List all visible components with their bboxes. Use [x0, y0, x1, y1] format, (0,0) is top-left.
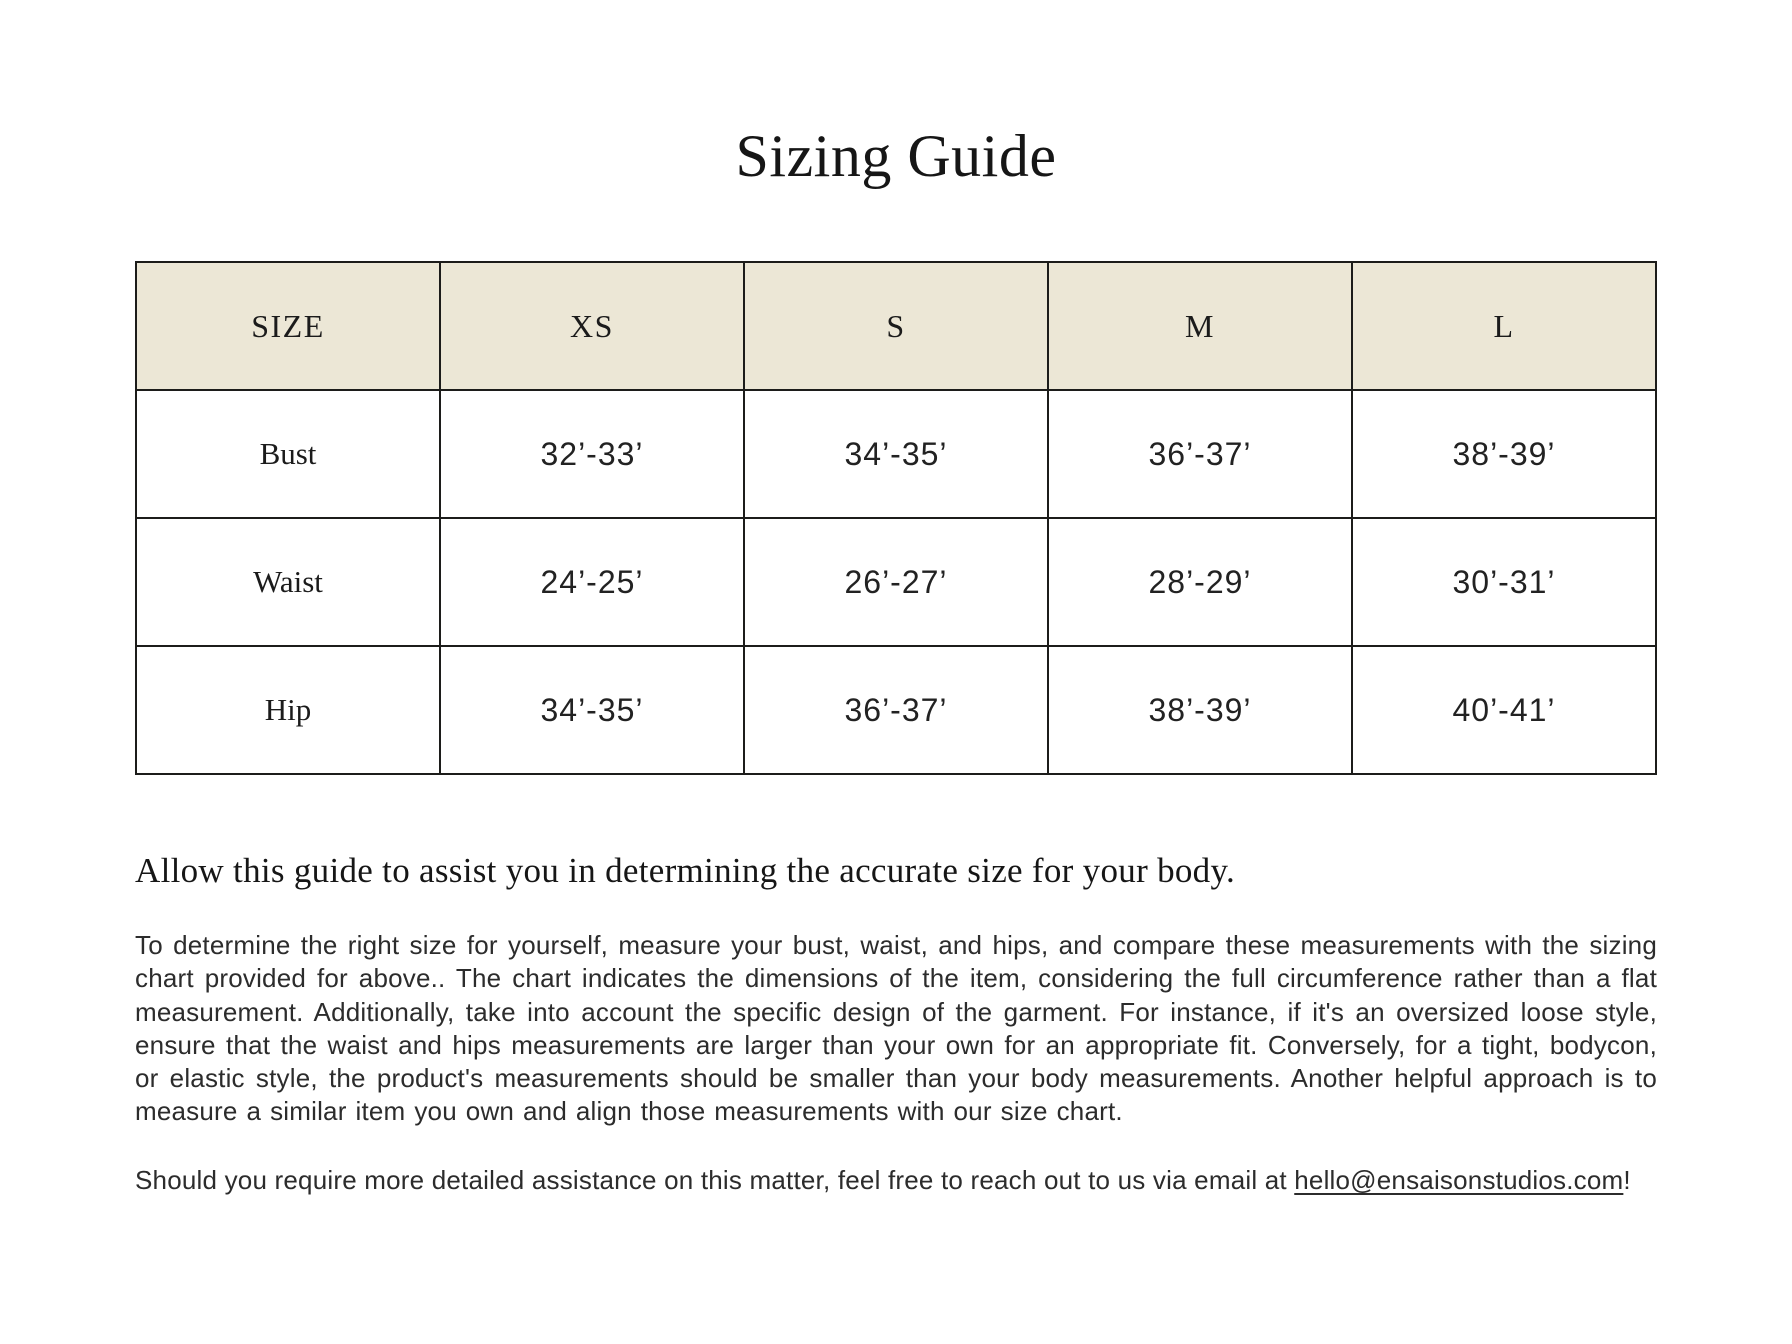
header-cell-m: M — [1047, 261, 1353, 391]
hip-m-value: 38’-39’ — [1047, 645, 1353, 775]
row-label-bust: Bust — [135, 389, 441, 519]
header-cell-size: SIZE — [135, 261, 441, 391]
table-header-row: SIZE XS S M L — [135, 261, 1657, 391]
hip-s-value: 36’-37’ — [743, 645, 1049, 775]
bust-l-value: 38’-39’ — [1351, 389, 1657, 519]
header-cell-s: S — [743, 261, 1049, 391]
sizing-table-body: Bust 32’-33’ 34’-35’ 36’-37’ 38’-39’ Wai… — [135, 389, 1657, 775]
sizing-table-header: SIZE XS S M L — [135, 261, 1657, 391]
sizing-table: SIZE XS S M L Bust 32’-33’ 34’-35’ 36’-3… — [135, 261, 1657, 775]
bust-s-value: 34’-35’ — [743, 389, 1049, 519]
contact-email-link[interactable]: hello@ensaisonstudios.com — [1294, 1164, 1624, 1195]
hip-l-value: 40’-41’ — [1351, 645, 1657, 775]
table-row-bust: Bust 32’-33’ 34’-35’ 36’-37’ 38’-39’ — [135, 389, 1657, 519]
contact-note-suffix: ! — [1623, 1164, 1631, 1195]
waist-l-value: 30’-31’ — [1351, 517, 1657, 647]
waist-s-value: 26’-27’ — [743, 517, 1049, 647]
hip-xs-value: 34’-35’ — [439, 645, 745, 775]
row-label-waist: Waist — [135, 517, 441, 647]
waist-xs-value: 24’-25’ — [439, 517, 745, 647]
guide-subtitle: Allow this guide to assist you in determ… — [135, 851, 1236, 890]
bust-xs-value: 32’-33’ — [439, 389, 745, 519]
sizing-instructions-paragraph: To determine the right size for yourself… — [135, 930, 1657, 1127]
page-title: Sizing Guide — [735, 123, 1057, 189]
header-cell-xs: XS — [439, 261, 745, 391]
contact-note-prefix: Should you require more detailed assista… — [135, 1164, 1295, 1195]
table-row-waist: Waist 24’-25’ 26’-27’ 28’-29’ 30’-31’ — [135, 517, 1657, 647]
table-row-hip: Hip 34’-35’ 36’-37’ 38’-39’ 40’-41’ — [135, 645, 1657, 775]
waist-m-value: 28’-29’ — [1047, 517, 1353, 647]
header-cell-l: L — [1351, 261, 1657, 391]
row-label-hip: Hip — [135, 645, 441, 775]
bust-m-value: 36’-37’ — [1047, 389, 1353, 519]
contact-note: Should you require more detailed assista… — [135, 1165, 1657, 1196]
